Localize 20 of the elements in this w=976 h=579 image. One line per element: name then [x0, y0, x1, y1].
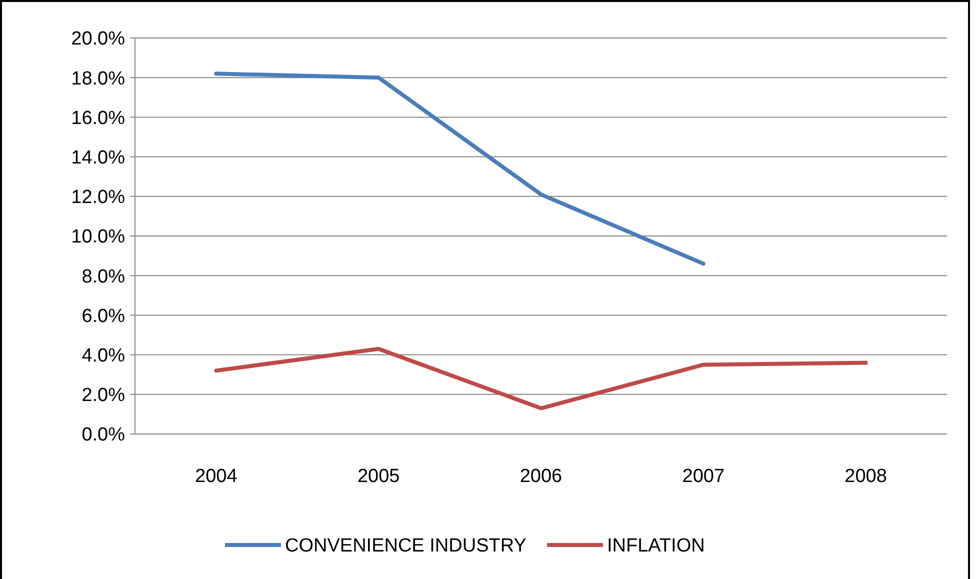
y-tick-label: 10.0%	[71, 226, 126, 248]
y-tick-label: 12.0%	[71, 187, 126, 208]
y-tick-label: 8.0%	[82, 266, 126, 288]
y-tick-label: 18.0%	[71, 68, 126, 90]
y-tick-label: 6.0%	[82, 306, 126, 327]
legend-label: INFLATION	[607, 536, 705, 557]
x-tick-label: 2006	[520, 466, 562, 487]
y-tick-label: 20.0%	[71, 28, 126, 50]
x-tick-label: 2005	[357, 466, 400, 487]
x-tick-label: 2008	[844, 466, 887, 487]
y-tick-label: 16.0%	[71, 108, 126, 129]
y-tick-label: 2.0%	[82, 385, 126, 406]
x-tick-label: 2007	[682, 466, 725, 487]
x-tick-label: 2004	[195, 466, 238, 487]
line-series	[214, 346, 868, 410]
line-series	[214, 72, 706, 266]
y-tick-label: 4.0%	[82, 345, 126, 366]
legend-label: CONVENIENCE INDUSTRY	[285, 536, 527, 557]
y-tick-label: 14.0%	[71, 147, 126, 168]
y-tick-label: 0.0%	[82, 424, 126, 446]
